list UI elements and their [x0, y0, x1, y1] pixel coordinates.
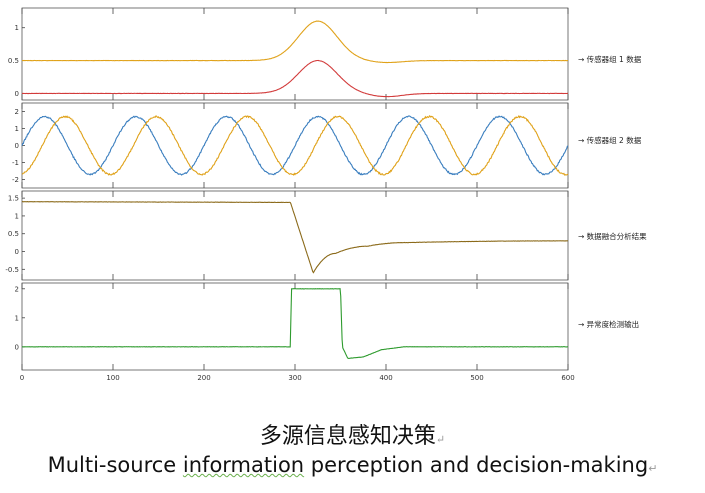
caption-english: Multi-source information perception and …	[0, 453, 705, 477]
legend-entry-anomaly: → 异常度检测输出	[578, 319, 639, 329]
legend-entry-fusion: → 数据融合分析结果	[578, 231, 647, 241]
paragraph-mark-icon: ↵	[648, 462, 658, 475]
caption-english-mark: information	[182, 453, 305, 477]
caption-english-pre: Multi-source	[47, 453, 183, 477]
series-line-sensor2-0	[21, 115, 569, 176]
y-tick-label: -2	[12, 176, 19, 184]
caption-chinese-text: 多源信息感知决策	[259, 424, 436, 449]
series-line-sensor1-0	[21, 20, 569, 64]
panel-frame-sensor1	[21, 7, 569, 101]
y-tick-label: -1	[12, 159, 19, 167]
y-tick-label: -0.5	[5, 266, 19, 274]
y-tick-label: 1	[15, 125, 19, 133]
y-tick-label: 0	[15, 90, 19, 98]
x-tick-label: 500	[470, 374, 483, 382]
y-tick-label: 0	[15, 248, 19, 256]
series-line-anomaly-0	[21, 288, 569, 359]
y-tick-label: 1	[15, 24, 19, 32]
x-tick-label: 0	[20, 374, 24, 382]
y-tick-label: 0	[15, 343, 19, 351]
y-tick-label: 0.5	[8, 230, 19, 238]
x-tick-label: 600	[561, 374, 574, 382]
legend-entry-sensor2: → 传感器组 2 数据	[578, 135, 642, 145]
y-tick-label: 0.5	[8, 57, 19, 65]
x-tick-label: 200	[197, 374, 210, 382]
y-tick-label: 0	[15, 142, 19, 150]
paragraph-mark-icon: ↵	[435, 433, 446, 446]
caption-english-post: perception and decision-making	[304, 453, 649, 477]
series-line-sensor2-1	[21, 114, 569, 176]
series-line-fusion-0	[21, 200, 569, 274]
x-tick-label: 400	[379, 374, 392, 382]
series-line-sensor1-1	[21, 59, 569, 98]
caption-chinese: 多源信息感知决策↵	[0, 418, 705, 450]
panel-frame-anomaly	[21, 282, 569, 371]
y-tick-label: 1	[15, 314, 19, 322]
x-tick-label: 300	[288, 374, 301, 382]
y-tick-label: 1	[15, 212, 19, 220]
y-tick-label: 1.5	[8, 195, 19, 203]
chart-layer: 1 0.5 0 → 传感器组 1 数据 2 1 0 -1 -2 → 传感器组 2 数据 1.5 1 0.…	[5, 7, 647, 382]
legend-entry-sensor1: → 传感器组 1 数据	[578, 54, 642, 64]
y-tick-label: 2	[15, 285, 19, 293]
x-tick-label: 100	[106, 374, 119, 382]
y-tick-label: 2	[15, 108, 19, 116]
panel-frame-fusion	[21, 190, 569, 281]
multi-panel-chart: 1 0.5 0 → 传感器组 1 数据 2 1 0 -1 -2 → 传感器组 2 数据 1.5 1 0.…	[5, 7, 647, 382]
